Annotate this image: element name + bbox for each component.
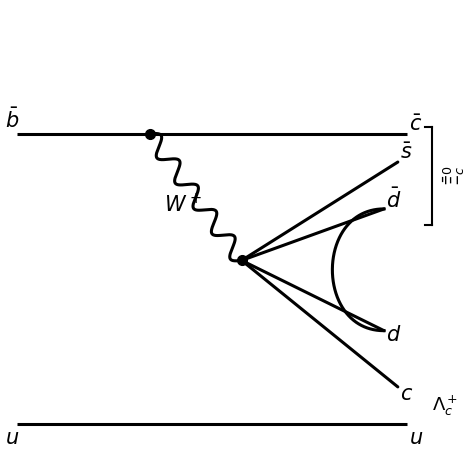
Text: $c$: $c$: [400, 384, 413, 404]
Text: $\bar{s}$: $\bar{s}$: [400, 143, 412, 163]
Text: $\bar{\Xi}^0_c$: $\bar{\Xi}^0_c$: [441, 166, 467, 186]
Text: $u$: $u$: [5, 428, 19, 448]
Text: $\bar{c}$: $\bar{c}$: [410, 114, 422, 135]
Text: $d$: $d$: [386, 325, 401, 346]
Text: $\Lambda^+_c$: $\Lambda^+_c$: [432, 393, 458, 418]
Text: $\bar{d}$: $\bar{d}$: [386, 187, 401, 211]
Text: $\bar{b}$: $\bar{b}$: [5, 108, 19, 132]
Text: $u$: $u$: [410, 428, 424, 448]
Text: $W^+$: $W^+$: [164, 192, 201, 216]
